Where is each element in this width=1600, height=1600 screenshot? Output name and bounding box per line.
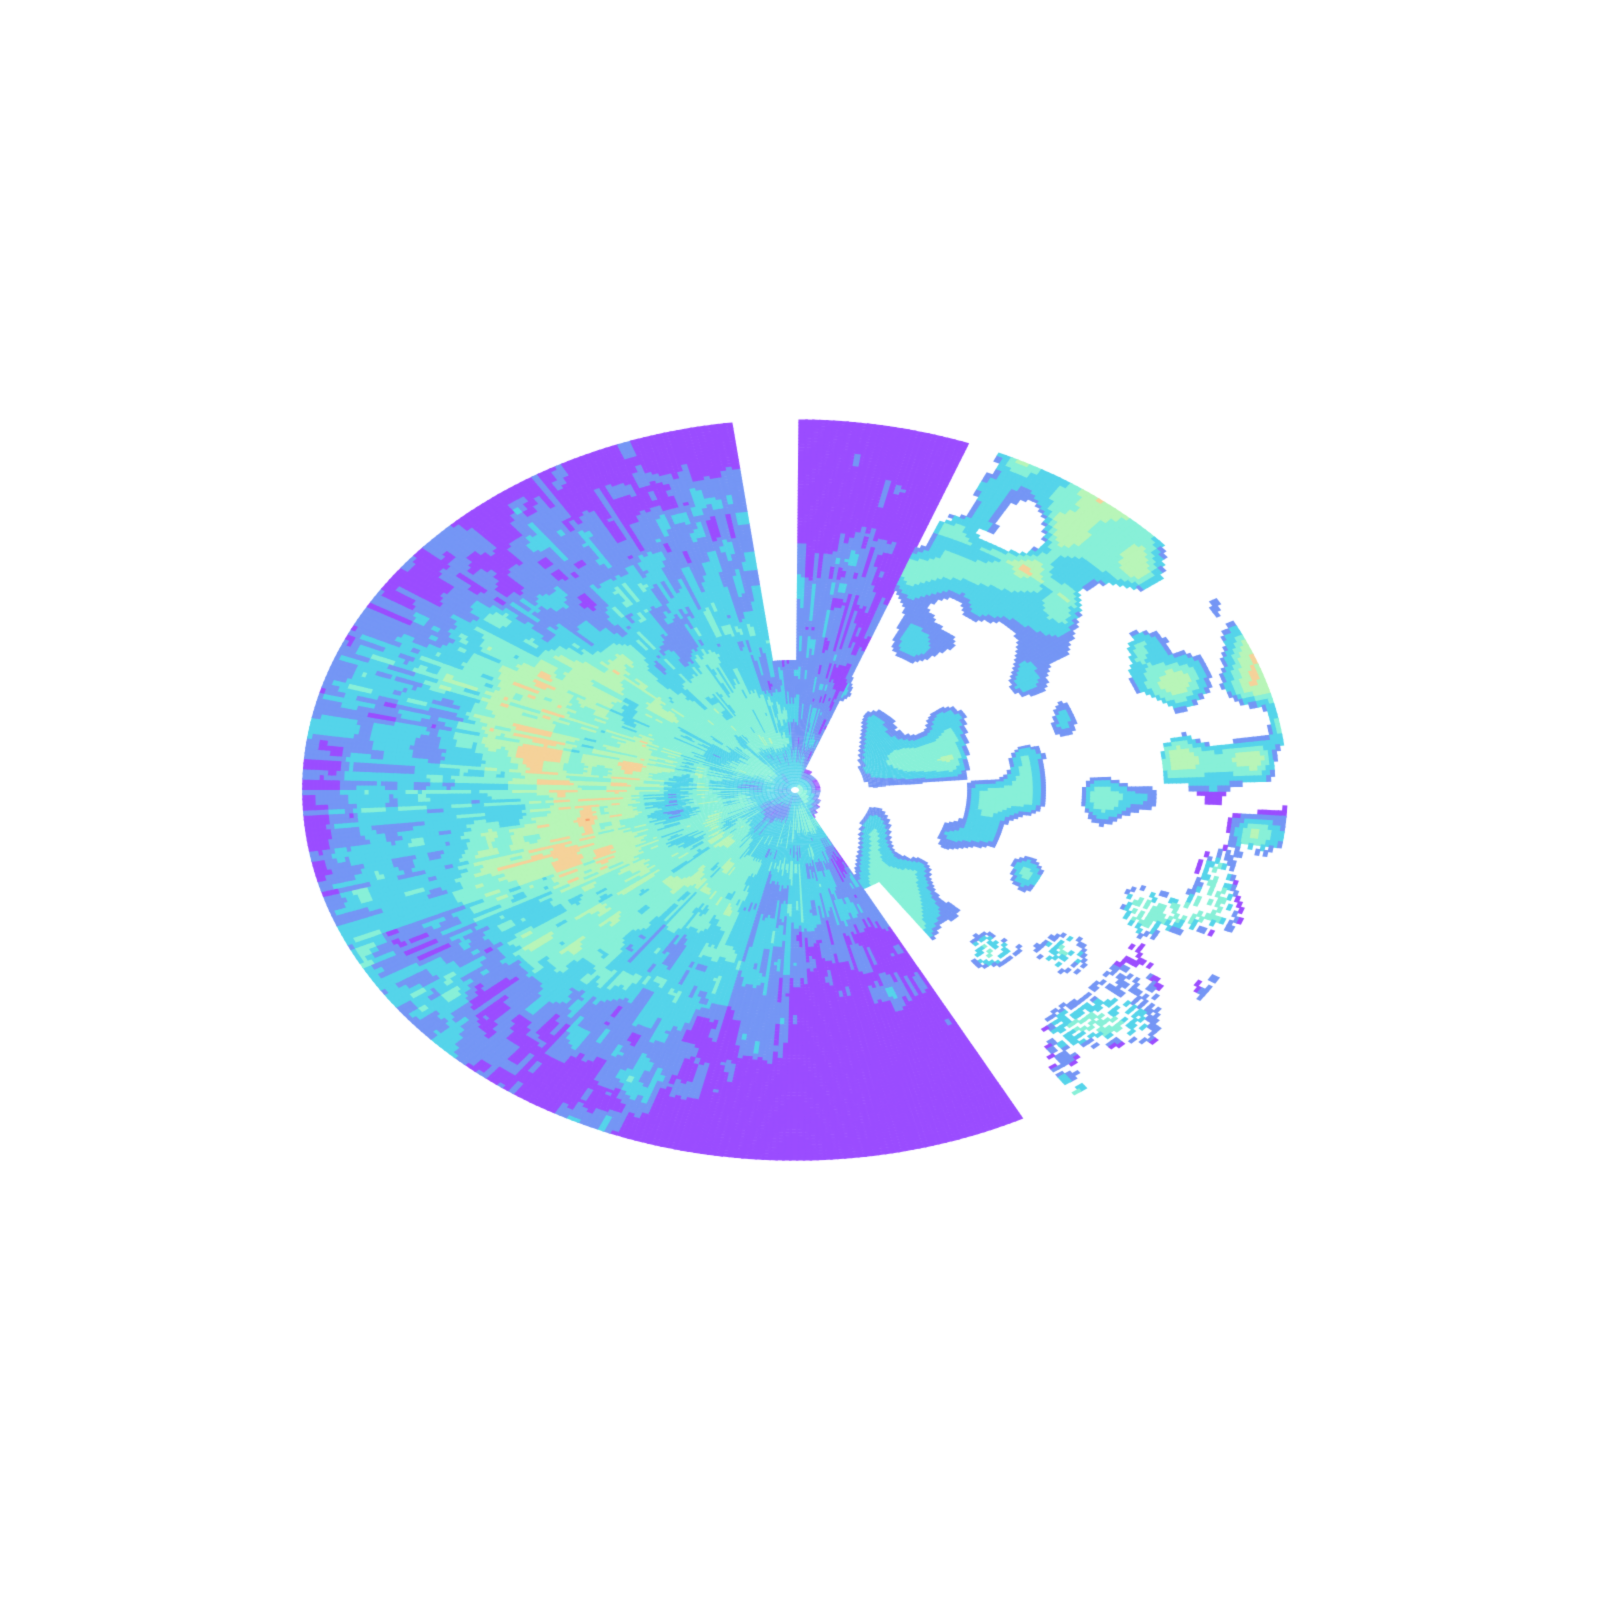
- radar-reflectivity-canvas: [0, 0, 1600, 1600]
- radar-view: [0, 0, 1600, 1600]
